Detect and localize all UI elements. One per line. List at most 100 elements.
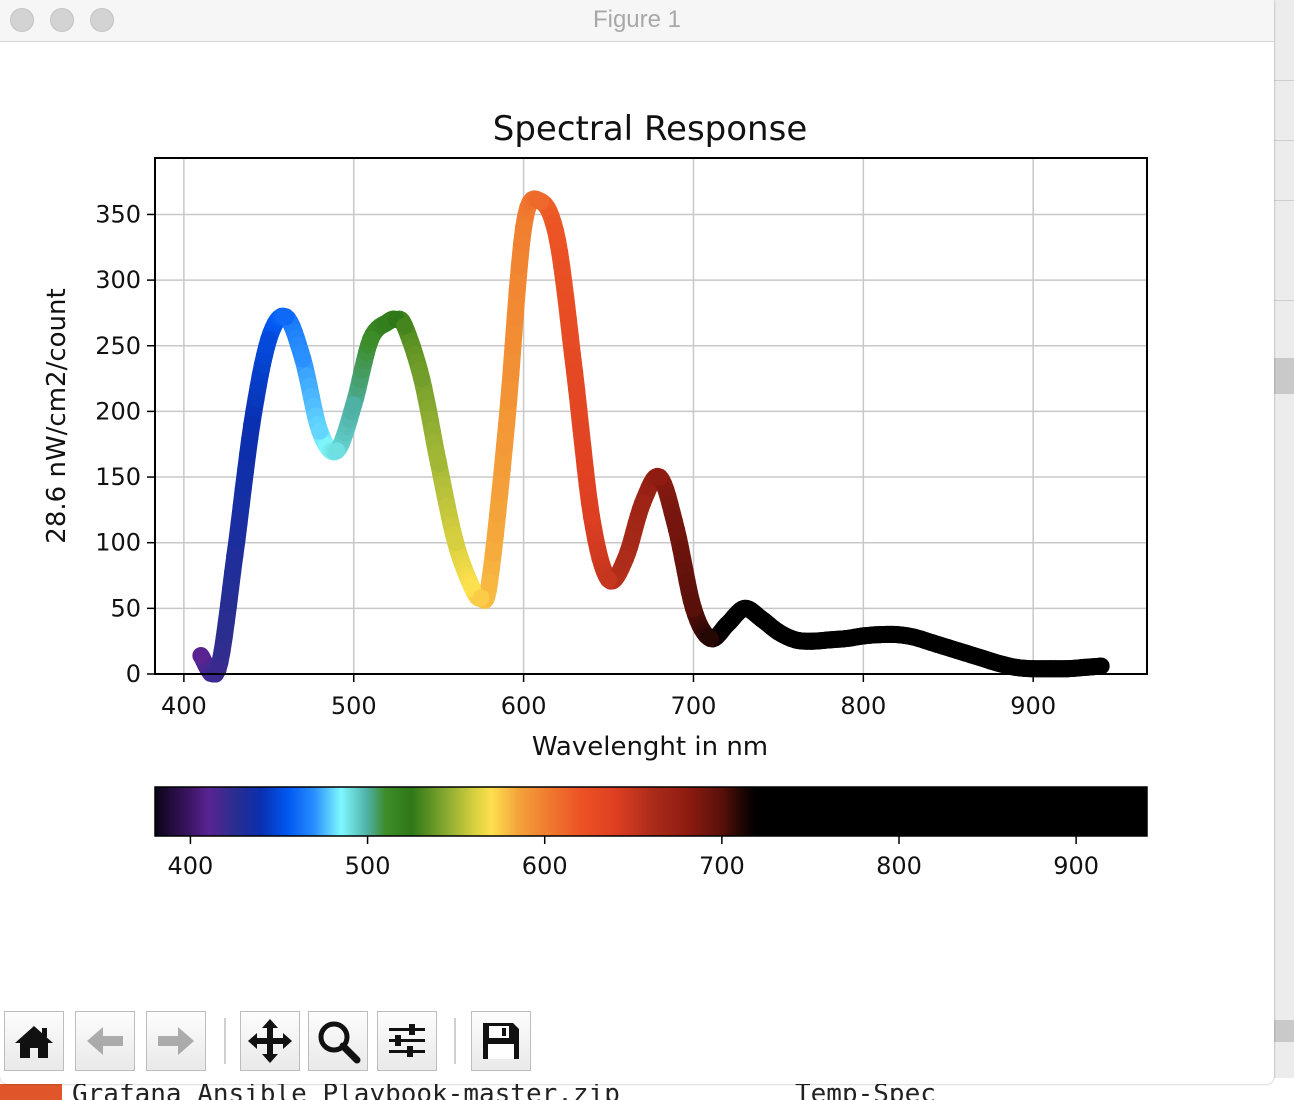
forward-button[interactable] xyxy=(146,1011,206,1071)
data-point-49 xyxy=(990,655,1008,672)
colorbar-tick-label-3: 700 xyxy=(699,852,745,880)
data-point-52 xyxy=(1041,660,1059,678)
y-tick-label-4: 200 xyxy=(95,397,141,425)
spectral-plot[interactable]: Spectral Response 400 500 600 700 800 900 0 50… xyxy=(0,42,1274,1002)
background-file-name-2[interactable]: Temp-Spec xyxy=(795,1079,936,1100)
chart-title: Spectral Response xyxy=(493,109,807,149)
colorbar-ticks: 400 500 600 700 800 900 xyxy=(168,836,1099,880)
data-point-20 xyxy=(498,416,516,433)
data-point-3 xyxy=(243,416,261,433)
move-arrows-icon xyxy=(248,1019,292,1063)
data-point-31 xyxy=(685,599,702,617)
colorbar-tick-label-4: 800 xyxy=(876,852,922,880)
x-axis-ticks: 400 500 600 700 800 900 xyxy=(161,674,1056,720)
zoom-button-tool[interactable] xyxy=(308,1011,368,1071)
window-title: Figure 1 xyxy=(592,6,682,33)
data-point-38 xyxy=(803,632,821,650)
toolbar-separator xyxy=(224,1018,226,1064)
data-point-53 xyxy=(1058,660,1076,678)
data-point-2 xyxy=(226,547,244,565)
magnifier-icon xyxy=(318,1021,361,1064)
x-tick-label-3: 700 xyxy=(671,692,717,720)
colorbar-tick-label-5: 900 xyxy=(1053,852,1099,880)
y-tick-label-2: 100 xyxy=(95,529,141,557)
data-point-4 xyxy=(260,330,278,348)
data-point-8 xyxy=(328,442,346,460)
y-axis-label: 28.6 nW/cm2/count xyxy=(42,288,72,543)
x-tick-label-2: 600 xyxy=(501,692,547,720)
data-point-5 xyxy=(277,308,295,326)
home-button[interactable] xyxy=(4,1011,64,1071)
data-point-6 xyxy=(294,350,312,368)
y-tick-label-1: 50 xyxy=(110,594,141,622)
arrow-right-icon xyxy=(158,1027,194,1055)
x-tick-label-1: 500 xyxy=(331,692,377,720)
spectrum-curve xyxy=(192,190,1110,683)
background-file-name[interactable]: Grafana Ansible Playbook-master.zip xyxy=(72,1079,620,1100)
data-point-16 xyxy=(447,534,465,552)
data-point-28 xyxy=(634,494,651,512)
data-point-27 xyxy=(617,550,634,567)
title-bar[interactable]: Figure 1 xyxy=(0,0,1274,42)
data-point-48 xyxy=(973,649,991,667)
sliders-icon xyxy=(389,1024,425,1057)
colorbar-tick-label-0: 400 xyxy=(168,852,214,880)
data-point-9 xyxy=(345,396,363,414)
x-axis-label: Wavelenght in nm xyxy=(532,732,768,762)
y-tick-label-0: 0 xyxy=(126,660,141,688)
data-point-51 xyxy=(1024,660,1042,678)
data-point-35 xyxy=(752,610,770,628)
data-point-0 xyxy=(192,647,210,665)
y-tick-label-3: 150 xyxy=(95,463,141,491)
back-button[interactable] xyxy=(75,1011,135,1071)
data-point-54 xyxy=(1075,658,1093,676)
save-button[interactable] xyxy=(471,1011,531,1071)
y-tick-label-6: 300 xyxy=(95,266,141,294)
background-desktop-edge xyxy=(1274,0,1294,1100)
data-point-10 xyxy=(362,330,380,348)
data-point-50 xyxy=(1007,658,1025,676)
data-point-42 xyxy=(871,626,889,644)
data-point-37 xyxy=(786,631,804,649)
data-point-1 xyxy=(209,661,227,679)
colorbar-tick-label-1: 500 xyxy=(345,852,391,880)
close-button[interactable] xyxy=(10,8,34,32)
home-icon xyxy=(15,1026,53,1058)
minimize-button[interactable] xyxy=(50,8,74,32)
data-point-13 xyxy=(396,317,414,335)
data-point-21 xyxy=(515,219,533,237)
data-point-24 xyxy=(566,363,584,381)
y-tick-label-7: 350 xyxy=(95,200,141,228)
data-point-47 xyxy=(956,644,974,662)
data-point-22 xyxy=(532,192,550,210)
x-tick-label-4: 800 xyxy=(840,692,886,720)
data-point-36 xyxy=(769,623,787,641)
data-point-32 xyxy=(702,630,719,647)
x-tick-label-0: 400 xyxy=(161,692,207,720)
data-point-29 xyxy=(651,468,668,486)
data-point-33 xyxy=(718,615,736,633)
data-point-18 xyxy=(472,589,490,607)
data-point-46 xyxy=(939,639,957,657)
arrow-left-icon xyxy=(87,1027,123,1055)
data-point-43 xyxy=(888,626,906,644)
colorbar-tick-label-2: 600 xyxy=(522,852,568,880)
zoom-button[interactable] xyxy=(90,8,114,32)
figure-window: Figure 1 Spectral Response 400 500 600 700 8… xyxy=(0,0,1274,1084)
floppy-disk-icon xyxy=(483,1023,519,1059)
data-point-14 xyxy=(413,370,431,388)
data-point-39 xyxy=(820,631,838,649)
data-point-45 xyxy=(922,634,940,651)
navigation-toolbar xyxy=(0,1008,1274,1078)
y-axis-ticks: 0 50 100 150 200 250 300 350 xyxy=(95,200,155,688)
data-point-34 xyxy=(735,599,753,617)
data-point-40 xyxy=(837,630,855,647)
pan-button[interactable] xyxy=(240,1011,300,1071)
configure-subplots-button[interactable] xyxy=(377,1011,437,1071)
data-point-26 xyxy=(600,571,617,588)
data-point-30 xyxy=(668,521,685,539)
y-tick-label-5: 250 xyxy=(95,332,141,360)
x-tick-label-5: 900 xyxy=(1010,692,1056,720)
grid-lines xyxy=(155,158,1147,675)
data-point-7 xyxy=(311,422,329,440)
